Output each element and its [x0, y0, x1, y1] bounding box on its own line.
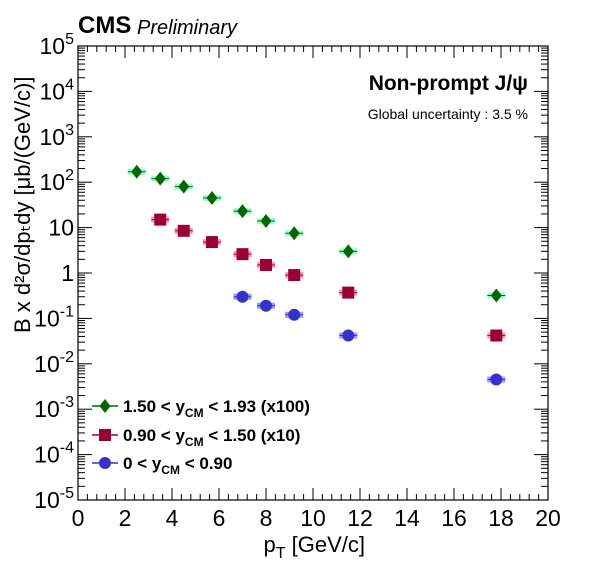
x-axis-title-main: p: [263, 532, 275, 557]
x-tick-label: 2: [119, 505, 132, 531]
data-point-diamond: [342, 244, 354, 259]
x-tick-label: 20: [535, 505, 561, 531]
particle-label: Non-prompt J/ψ: [369, 72, 528, 95]
data-point-square: [342, 286, 355, 299]
y-tick-label: 10-4: [34, 440, 74, 468]
x-tick-label: 12: [347, 505, 373, 531]
y-tick-label: 10: [48, 215, 74, 241]
y-tick-label: 1: [61, 260, 74, 286]
data-point-square: [154, 213, 167, 226]
data-point-diamond: [288, 226, 300, 241]
x-tick-label: 4: [166, 505, 179, 531]
data-point-circle: [260, 299, 272, 312]
systematic-boxes: [127, 168, 506, 383]
y-tick-label: 10-1: [34, 303, 74, 331]
global-uncertainty-label: Global uncertainty : 3.5 %: [368, 106, 528, 122]
data-point-square: [288, 269, 301, 282]
data-point-diamond: [131, 164, 143, 179]
data-point-circle: [490, 373, 503, 386]
y-tick-labels: 10-5 10-4 10-3 10-2 10-1 1 10 102 103 104 105: [34, 31, 74, 513]
legend-label: 0.90 < yCM < 1.50 (x10): [123, 426, 300, 449]
x-tick-labels: 0 2 4 6 8 10 12 14 16 18 20: [72, 505, 561, 531]
data-point-circle: [342, 329, 355, 342]
experiment-label: CMS: [78, 12, 131, 39]
x-axis-title-sub: T: [276, 545, 286, 562]
x-tick-label: 10: [300, 505, 326, 531]
data-point-square: [205, 236, 218, 249]
data-point-square: [177, 224, 190, 237]
data-points: [127, 164, 506, 386]
legend: 1.50 < yCM < 1.93 (x100) 0.90 < yCM < 1.5…: [92, 397, 310, 477]
x-axis-title: pT [GeV/c]: [263, 532, 365, 562]
status-label: Preliminary: [137, 17, 238, 39]
x-axis-title-rest: [GeV/c]: [286, 532, 365, 557]
x-tick-label: 14: [394, 505, 420, 531]
legend-label: 0 < yCM < 0.90: [123, 454, 232, 477]
data-point-diamond: [237, 204, 248, 219]
data-point-diamond: [206, 190, 218, 205]
x-tick-label: 8: [260, 505, 273, 531]
y-tick-label: 102: [40, 167, 75, 195]
legend-marker-diamond: [99, 399, 111, 413]
data-point-diamond: [154, 171, 166, 186]
data-point-circle: [288, 308, 301, 321]
y-tick-label: 104: [40, 76, 75, 104]
axis-ticks: [77, 45, 549, 501]
legend-marker-square: [99, 429, 111, 441]
y-tick-label: 103: [40, 122, 75, 150]
y-tick-label: 105: [40, 31, 75, 59]
data-point-diamond: [260, 213, 272, 228]
data-point-diamond: [178, 179, 190, 194]
y-axis-title: B x d²σ/dpₜdy [μb/(GeV/c)]: [10, 77, 35, 334]
data-point-square: [260, 259, 272, 272]
y-tick-label: 10-5: [34, 485, 74, 513]
x-tick-label: 0: [72, 505, 85, 531]
data-point-diamond: [490, 288, 502, 303]
legend-label: 1.50 < yCM < 1.93 (x100): [123, 397, 310, 420]
x-tick-label: 16: [441, 505, 467, 531]
legend-marker-circle: [99, 457, 111, 469]
y-tick-label: 10-2: [34, 349, 74, 377]
y-tick-label: 10-3: [34, 394, 74, 422]
data-point-square: [490, 329, 503, 342]
data-point-circle: [236, 290, 249, 303]
x-tick-label: 6: [213, 505, 226, 531]
data-point-square: [236, 248, 249, 261]
x-tick-label: 18: [488, 505, 514, 531]
